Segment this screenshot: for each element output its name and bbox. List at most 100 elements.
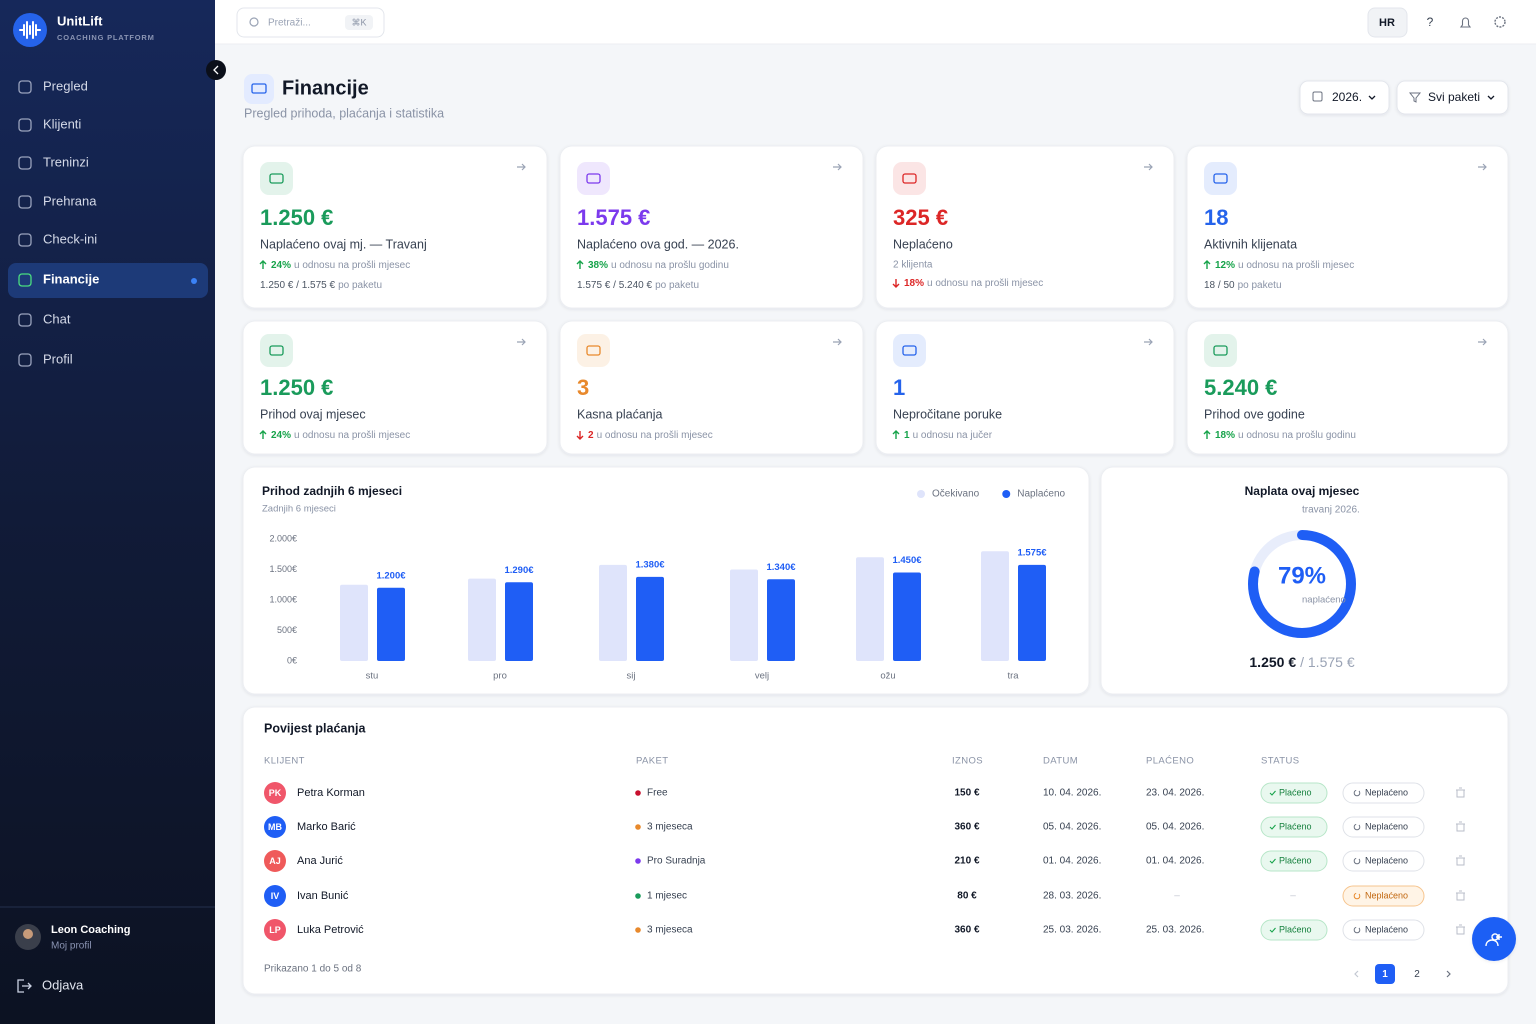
bar-value-label: 1.575€ <box>1017 547 1047 558</box>
status: Plaćeno <box>1279 821 1312 831</box>
mark-unpaid-button[interactable] <box>1342 782 1425 804</box>
search-placeholder: Pretraži... <box>268 18 311 29</box>
chevron <box>1368 95 1376 100</box>
delete-icon[interactable] <box>1456 924 1465 935</box>
status: – <box>1290 891 1296 902</box>
bar <box>377 587 405 661</box>
help[interactable]: ? <box>1427 15 1434 29</box>
user-avatar-face <box>23 929 33 939</box>
trend-arrow <box>1203 430 1211 439</box>
check-icon <box>1269 790 1276 796</box>
nav-label: Financije <box>43 271 99 286</box>
trend-text: u odnosu na prošli mjesec <box>927 278 1043 289</box>
nav-icon <box>18 80 32 94</box>
collapse-button[interactable] <box>206 60 226 80</box>
delete-icon[interactable] <box>1456 890 1465 901</box>
package-dot <box>635 790 641 796</box>
kpi-label: Kasna plaćanja <box>577 407 663 421</box>
kpi-link-arrow[interactable] <box>517 163 526 171</box>
bar-value-label: 1.450€ <box>892 555 922 566</box>
avatar <box>264 782 286 804</box>
kpi-label: Naplaćeno ovaj mj. — Travanj <box>260 237 427 251</box>
delete-icon[interactable] <box>1456 787 1465 798</box>
table-summary: Prikazano 1 do 5 od 8 <box>264 964 362 975</box>
kpi-link-arrow[interactable] <box>1144 338 1153 346</box>
nav-item[interactable] <box>18 118 32 132</box>
date: 01. 04. 2026. <box>1043 856 1101 867</box>
kpi-trend: 38% u odnosu na prošlu godinu <box>588 260 729 271</box>
kpi-icon <box>1213 345 1228 356</box>
kpi-icon <box>586 173 601 184</box>
x-tick-label: tra <box>1007 671 1019 682</box>
x-tick-label: ožu <box>880 671 895 682</box>
avatar-initials: IV <box>271 891 280 901</box>
delete-icon[interactable] <box>1456 855 1465 866</box>
filter-button[interactable] <box>1396 80 1509 115</box>
logout[interactable]: Odjava <box>42 977 84 992</box>
mark-unpaid-button[interactable] <box>1342 816 1425 838</box>
avatar-initials: LP <box>269 925 281 935</box>
fab[interactable] <box>1472 917 1516 961</box>
kpi-value: 1 <box>893 375 905 400</box>
legend-swatch <box>917 490 925 498</box>
nav-item[interactable] <box>18 313 32 327</box>
brand: UnitLift <box>57 13 103 28</box>
search-box[interactable] <box>236 7 385 38</box>
expected: / 1.575 € <box>1300 654 1355 670</box>
donut-arc <box>1248 530 1356 638</box>
package-dot <box>635 893 641 899</box>
lang-button[interactable] <box>1367 7 1408 38</box>
nav-item[interactable] <box>18 195 32 209</box>
kpi-label: Prihod ove godine <box>1204 407 1305 421</box>
kpi-link-arrow[interactable] <box>1478 338 1487 346</box>
kpi-note: 2 klijenta <box>893 260 933 271</box>
kpi-link-arrow[interactable] <box>517 338 526 346</box>
amount: 80 € <box>957 891 977 902</box>
next-page[interactable] <box>1446 970 1451 978</box>
trend-arrow <box>892 430 900 439</box>
client-name: Ivan Bunić <box>297 890 349 902</box>
nav-icon <box>18 118 32 132</box>
kpi-link-arrow[interactable] <box>1478 163 1487 171</box>
kpi-value: 3 <box>577 375 589 400</box>
page-number[interactable]: 1 <box>1382 969 1388 980</box>
paid-date: – <box>1174 891 1180 902</box>
kpi-link-arrow[interactable] <box>1144 163 1153 171</box>
mark-unpaid-button[interactable] <box>1342 850 1425 872</box>
mark-unpaid-button[interactable] <box>1342 919 1425 941</box>
nav-item[interactable] <box>18 233 32 247</box>
prev-page[interactable] <box>1354 970 1359 978</box>
kpi-detail: 1.575 € / 5.240 € po paketu <box>577 280 699 291</box>
nav-item[interactable] <box>8 263 208 298</box>
kpi-icon-box <box>260 162 293 195</box>
delete-icon[interactable] <box>1456 821 1465 832</box>
user-sub: Moj profil <box>51 941 92 952</box>
mark-unpaid-button[interactable] <box>1342 885 1425 907</box>
settings-icon[interactable] <box>1494 16 1506 28</box>
kpi-value: 5.240 € <box>1204 375 1277 400</box>
kpi-link-arrow[interactable] <box>833 338 842 346</box>
page-number[interactable]: 2 <box>1414 969 1420 980</box>
nav-item[interactable] <box>18 156 32 170</box>
nav-icon <box>18 313 32 327</box>
collection-title: Naplata ovaj mjesec <box>1245 484 1360 498</box>
column-header: KLIJENT <box>264 756 305 767</box>
x-tick-label: sij <box>627 671 636 682</box>
paid-date: 25. 03. 2026. <box>1146 925 1204 936</box>
package-dot <box>635 927 641 933</box>
trend-arrow <box>1203 260 1211 269</box>
kpi-card <box>875 320 1175 455</box>
kpi-label: Naplaćeno ova god. — 2026. <box>577 237 739 251</box>
year-button[interactable] <box>1299 80 1390 115</box>
avatar <box>264 885 286 907</box>
kpi-card <box>1186 145 1509 309</box>
kpi-link-arrow[interactable] <box>833 163 842 171</box>
nav-item[interactable] <box>18 80 32 94</box>
kpi-icon <box>586 345 601 356</box>
bell-icon[interactable] <box>1459 17 1472 28</box>
refresh-icon <box>1353 823 1361 831</box>
nav-item[interactable] <box>18 353 32 367</box>
package: 3 mjeseca <box>647 822 693 833</box>
package-dot <box>635 824 641 830</box>
